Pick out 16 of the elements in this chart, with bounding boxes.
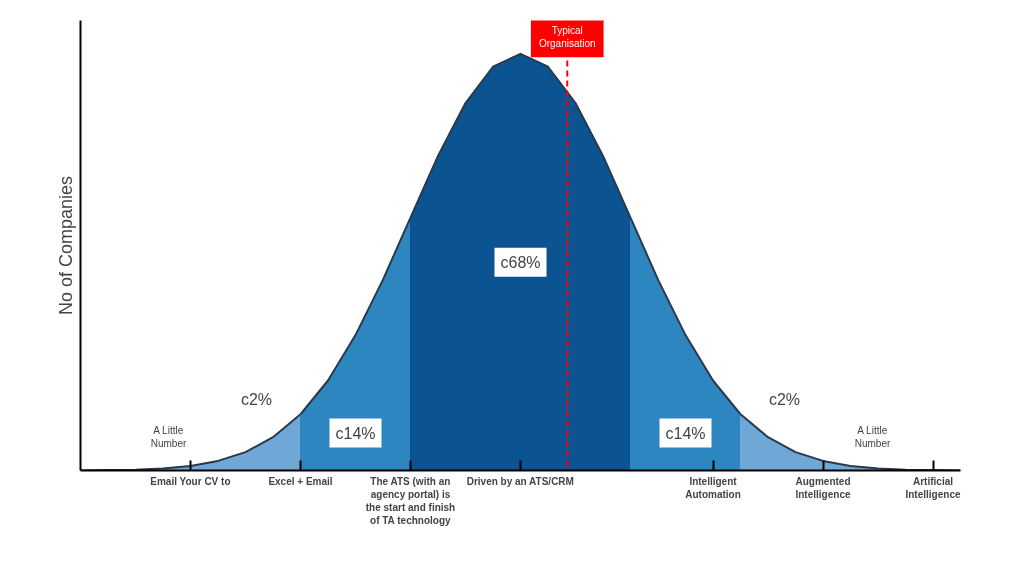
text: Typical Organisation: [538, 25, 596, 50]
annotation: A Little Number: [150, 425, 187, 450]
annotation: c14%: [665, 424, 706, 442]
annotation: c2%: [240, 391, 273, 409]
x-tick-label: Driven by an ATS/CRM: [466, 475, 574, 487]
x-tick-label: The ATS (with an agency portal) is the start and finish of TA technology: [365, 475, 456, 527]
annotation: c14%: [335, 424, 376, 442]
annotation: A Little Number: [854, 425, 891, 450]
x-tick-label: Excel + Email: [268, 475, 333, 487]
annotation: c2%: [768, 391, 801, 409]
x-tick-label: Email Your CV to: [150, 475, 231, 487]
x-tick-label: Augmented Intelligence: [795, 475, 851, 500]
annotation: c68%: [500, 253, 541, 271]
x-tick-label: Intelligent Automation: [685, 475, 741, 500]
y-axis-title: No of Companies: [55, 175, 76, 316]
x-tick-label: Artificial Intelligence: [905, 475, 961, 500]
